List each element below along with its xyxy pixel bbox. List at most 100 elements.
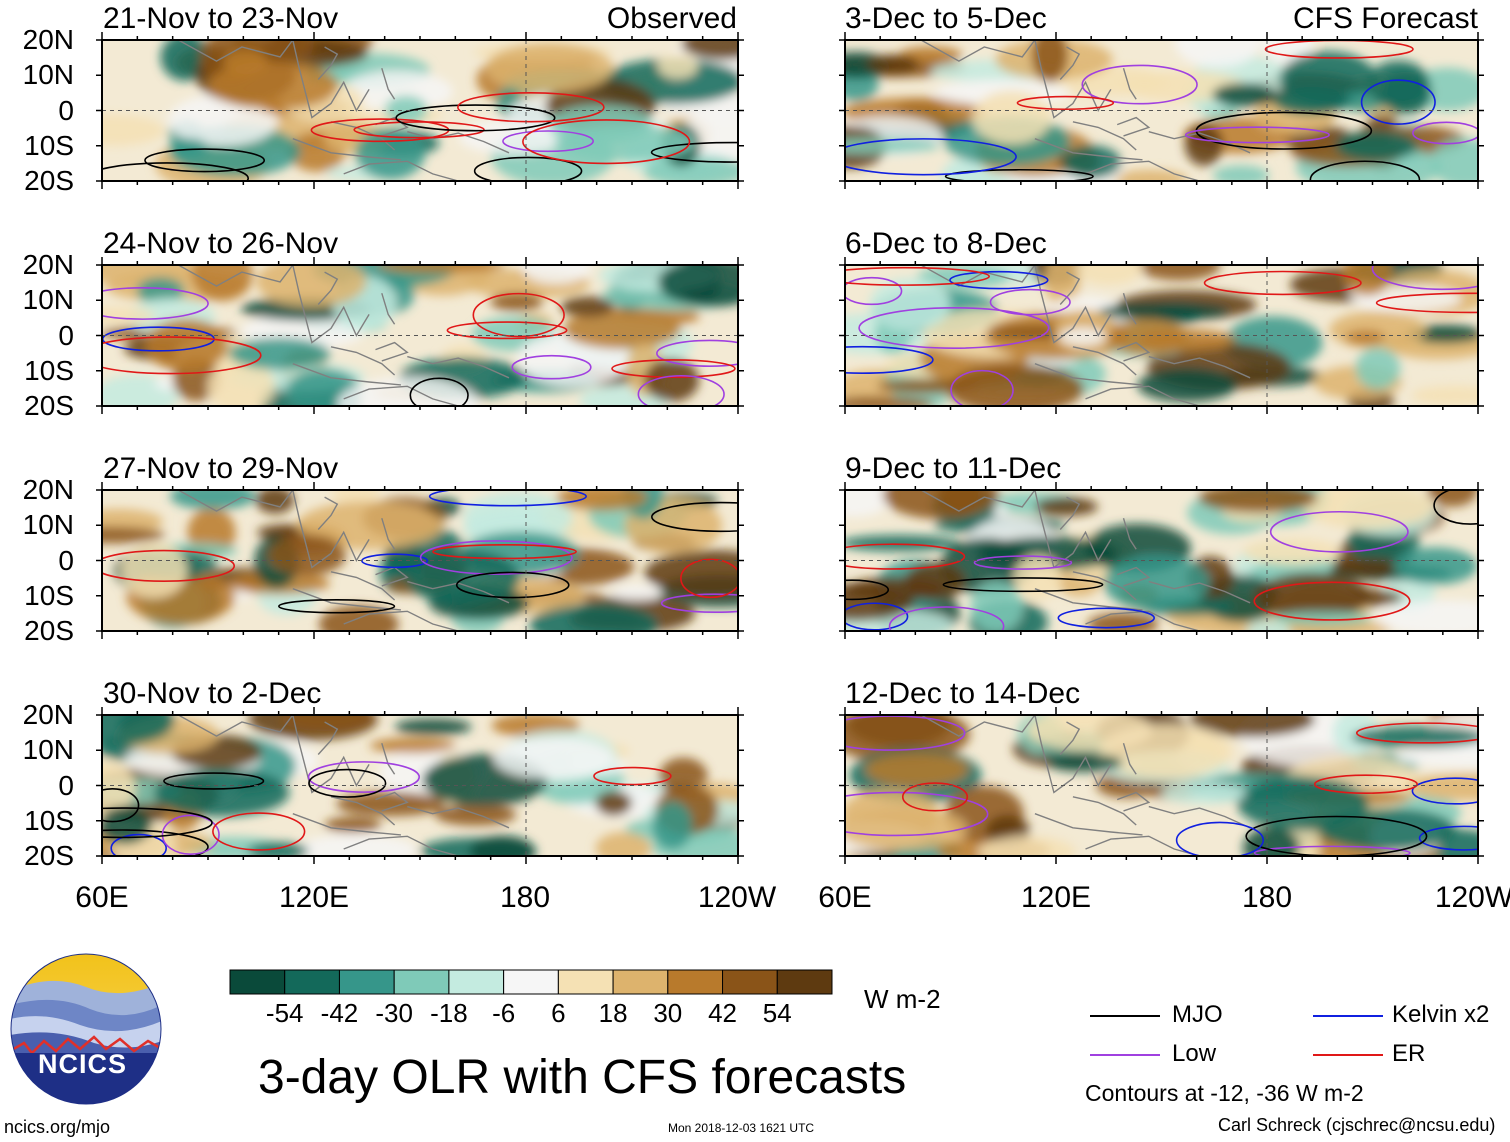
x-tick-120w-left: 120W [697, 881, 777, 914]
olr-blob [102, 715, 175, 746]
footer-credit: Carl Schreck (cjschrec@ncsu.edu) [1218, 1115, 1496, 1135]
olr-blob [1350, 726, 1478, 748]
kelvin-contour [110, 833, 167, 856]
olr-blob [255, 490, 295, 514]
panel-title-7: 9-Dec to 11-Dec [845, 452, 1062, 485]
olr-blob [1427, 490, 1478, 507]
olr-blob [1303, 490, 1435, 530]
coastline [1148, 355, 1251, 379]
colorbar-segment [503, 969, 559, 995]
panel-title-8: 12-Dec to 14-Dec [845, 677, 1081, 710]
colorbar-segment [776, 969, 833, 995]
colorbar-segment [557, 969, 614, 995]
olr-blob [1087, 612, 1159, 631]
y-tick-label: 10N [22, 734, 74, 766]
olr-blob [560, 296, 615, 318]
er-contour [1016, 95, 1115, 111]
mjo-contour [278, 599, 396, 614]
kelvin-contour [1418, 825, 1478, 851]
coastline [330, 796, 396, 826]
coastline [407, 131, 510, 154]
coastline [292, 138, 401, 161]
y-tick-label: 0 [58, 544, 74, 576]
panel-title-1: 21-Nov to 23-Nov [103, 2, 339, 35]
olr-blob [1329, 311, 1427, 350]
coastline [407, 355, 510, 379]
olr-blob [169, 490, 257, 510]
panel-7 [839, 482, 1484, 639]
mjo-contour [650, 141, 738, 163]
olr-blob [1137, 265, 1221, 281]
mjo-contour [473, 156, 583, 181]
coastline [292, 715, 370, 794]
kelvin-contour [845, 345, 934, 374]
coastline [1072, 796, 1137, 826]
coastline [375, 791, 409, 812]
coastline [1034, 265, 1112, 344]
panel-8 [839, 707, 1484, 864]
mjo-contour [102, 829, 209, 856]
coastline [1122, 743, 1137, 775]
olr-blob [102, 761, 136, 815]
olr-blob [1047, 753, 1124, 773]
x-tick-120e-right: 120E [1020, 881, 1092, 914]
mjo-contour [102, 788, 140, 823]
coastline [1034, 490, 1112, 569]
olr-blob [1198, 490, 1318, 513]
y-tick-label: 20N [22, 24, 74, 55]
colorbar-tick-label: 42 [708, 998, 737, 1028]
panel-6 [839, 257, 1484, 414]
legend-low-line [1090, 1054, 1160, 1056]
coastline [317, 46, 339, 80]
kelvin-contour [949, 270, 1049, 290]
olr-blob [394, 718, 472, 736]
olr-blob [369, 737, 456, 754]
olr-blob [554, 124, 696, 162]
olr-blob [1137, 368, 1237, 403]
er-contour [680, 558, 738, 599]
olr-blob [845, 807, 968, 850]
olr-blob [978, 836, 1076, 856]
low-contour [858, 306, 1050, 349]
panel-2 [96, 257, 744, 414]
olr-blob [865, 752, 969, 787]
olr-blob [845, 535, 960, 552]
y-tick-label: 0 [58, 94, 74, 126]
olr-blob [1113, 169, 1189, 181]
cfs-forecast-label: CFS Forecast [1292, 2, 1478, 35]
panel-title-4: 30-Nov to 2-Dec [103, 677, 322, 710]
olr-blob [470, 835, 536, 856]
coastline [1072, 571, 1137, 601]
coastline [343, 610, 459, 631]
low-contour [989, 288, 1071, 316]
legend-mjo-label: MJO [1172, 1001, 1223, 1028]
olr-blob [681, 40, 738, 60]
panel-title-3: 27-Nov to 29-Nov [103, 452, 339, 485]
olr-blob [1243, 538, 1342, 565]
er-contour [901, 782, 969, 812]
mjo-contour [395, 104, 556, 132]
coastline [1122, 67, 1137, 100]
kelvin-contour [1411, 777, 1478, 805]
er-contour [432, 543, 577, 560]
olr-blob [866, 54, 919, 75]
coastline [177, 715, 294, 737]
coastline [1148, 580, 1251, 604]
y-tick-label: 20S [24, 840, 74, 871]
olr-blob [898, 46, 963, 63]
footer-url[interactable]: ncics.org/mjo [4, 1117, 111, 1137]
olr-blob [377, 265, 506, 274]
coastline [1085, 610, 1200, 631]
olr-blob [595, 790, 633, 816]
olr-blob [1062, 145, 1122, 179]
olr-blob [1344, 330, 1386, 346]
olr-blob [1273, 611, 1372, 626]
kelvin-contour [1360, 79, 1436, 125]
coastline [330, 346, 396, 376]
low-contour [656, 339, 738, 367]
olr-blob [222, 49, 269, 75]
coastline [1059, 721, 1081, 755]
olr-blob [917, 265, 1010, 289]
coastline [1116, 566, 1151, 587]
olr-blob [611, 584, 663, 601]
